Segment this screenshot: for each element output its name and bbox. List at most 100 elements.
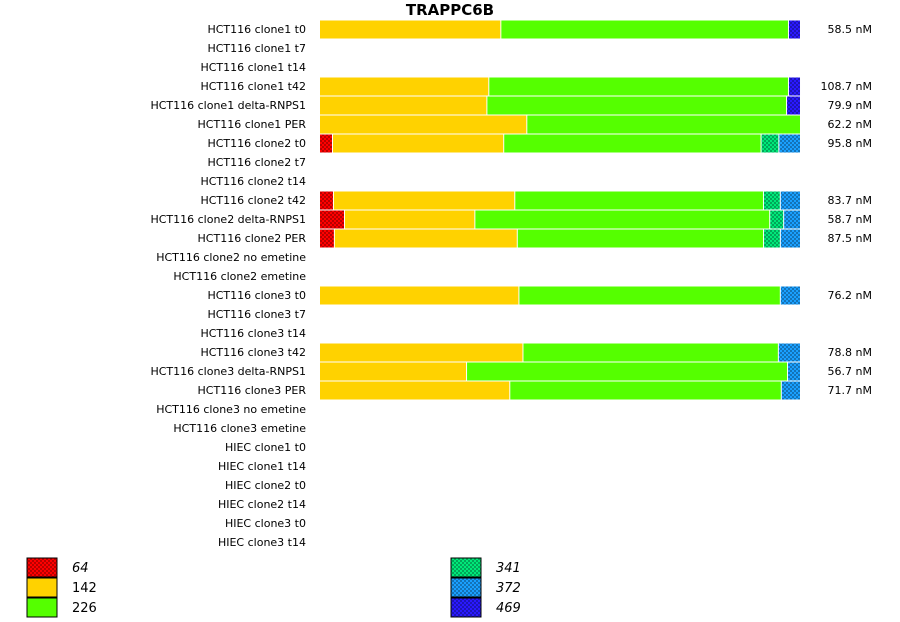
bar-segment-64 xyxy=(320,210,345,229)
rows-layer: HCT116 clone1 t0 58.5 nM HCT116 clone1 t7 H… xyxy=(150,20,872,549)
bar-segment-142 xyxy=(333,191,515,210)
bar-segment-341 xyxy=(764,229,780,248)
bar-segment-226 xyxy=(487,96,787,115)
row-label: HCT116 clone1 t0 xyxy=(207,23,306,36)
bar-segment-372 xyxy=(780,229,800,248)
bar-segment-469 xyxy=(788,20,800,39)
bar-segment-372 xyxy=(788,362,800,381)
legend-item-226: 226 xyxy=(26,597,97,618)
bar-segment-64 xyxy=(320,191,333,210)
bar-segment-142 xyxy=(345,210,475,229)
row-label: HIEC clone1 t0 xyxy=(225,441,306,454)
bar-segment-372 xyxy=(781,381,800,400)
legend-item-469: 469 xyxy=(450,597,521,618)
legend-item-372: 372 xyxy=(450,577,521,598)
bar-segment-64 xyxy=(320,134,332,153)
bar-segment-469 xyxy=(788,77,801,96)
row: HIEC clone1 t14 xyxy=(218,460,306,473)
bar-segment-372 xyxy=(778,343,800,362)
concentration-label: 79.9 nM xyxy=(828,99,872,112)
bar-segment-372 xyxy=(780,191,800,210)
bar-segment-226 xyxy=(489,77,788,96)
bar-segment-341 xyxy=(761,134,779,153)
bar-segment-142 xyxy=(320,362,467,381)
bar-segment-226 xyxy=(527,115,800,134)
row-label: HCT116 clone3 delta-RNPS1 xyxy=(150,365,306,378)
legend-label: 372 xyxy=(496,581,521,596)
row-label: HCT116 clone3 t7 xyxy=(207,308,306,321)
bar-segment-226 xyxy=(504,134,761,153)
bar-segment-142 xyxy=(320,96,487,115)
concentration-label: 56.7 nM xyxy=(828,365,872,378)
row: HCT116 clone3 no emetine xyxy=(156,403,306,416)
bar-segment-341 xyxy=(770,210,784,229)
row: HCT116 clone2 PER 87.5 nM xyxy=(198,229,872,248)
concentration-label: 83.7 nM xyxy=(828,194,872,207)
row-label: HCT116 clone1 t42 xyxy=(200,80,306,93)
row: HCT116 clone2 emetine xyxy=(173,270,306,283)
bar-segment-469 xyxy=(787,96,800,115)
bar-segment-226 xyxy=(523,343,778,362)
bar-segment-142 xyxy=(320,20,501,39)
row: HCT116 clone3 t42 78.8 nM xyxy=(200,343,872,362)
row: HIEC clone1 t0 xyxy=(225,441,306,454)
row-label: HCT116 clone1 t7 xyxy=(207,42,306,55)
bar-segment-372 xyxy=(780,286,800,305)
bar-segment-142 xyxy=(320,381,510,400)
row: HCT116 clone1 t7 xyxy=(207,42,306,55)
row-label: HIEC clone3 t14 xyxy=(218,536,306,549)
legend-item-64: 64 xyxy=(26,557,89,578)
bar-segment-226 xyxy=(519,286,780,305)
row-label: HIEC clone2 t0 xyxy=(225,479,306,492)
row-label: HCT116 clone3 t42 xyxy=(200,346,306,359)
row: HIEC clone2 t0 xyxy=(225,479,306,492)
legend-item-341: 341 xyxy=(450,557,521,578)
row: HIEC clone3 t14 xyxy=(218,536,306,549)
row: HCT116 clone1 t14 xyxy=(200,61,306,74)
row: HCT116 clone3 PER 71.7 nM xyxy=(198,381,872,400)
legend-label: 469 xyxy=(496,601,521,616)
legend-swatch xyxy=(450,577,482,598)
legend: 64 142 226 341 372 469 xyxy=(26,557,521,618)
bar-segment-142 xyxy=(320,286,519,305)
row: HCT116 clone3 t7 xyxy=(207,308,306,321)
row-label: HCT116 clone2 emetine xyxy=(173,270,306,283)
row-label: HIEC clone3 t0 xyxy=(225,517,306,530)
row: HCT116 clone3 t14 xyxy=(200,327,306,340)
row: HIEC clone2 t14 xyxy=(218,498,306,511)
row-label: HCT116 clone1 PER xyxy=(198,118,307,131)
bar-segment-372 xyxy=(784,210,800,229)
row: HCT116 clone1 t0 58.5 nM xyxy=(207,20,872,39)
concentration-label: 78.8 nM xyxy=(828,346,872,359)
row: HCT116 clone2 delta-RNPS1 58.7 nM xyxy=(150,210,872,229)
bar-segment-226 xyxy=(510,381,781,400)
legend-label: 142 xyxy=(72,581,97,596)
row: HIEC clone3 t0 xyxy=(225,517,306,530)
row: HCT116 clone1 delta-RNPS1 79.9 nM xyxy=(150,96,872,115)
legend-swatch xyxy=(450,597,482,618)
row: HCT116 clone3 emetine xyxy=(173,422,306,435)
concentration-label: 108.7 nM xyxy=(821,80,872,93)
bar-segment-142 xyxy=(320,343,523,362)
row: HCT116 clone3 delta-RNPS1 56.7 nM xyxy=(150,362,872,381)
row-label: HIEC clone2 t14 xyxy=(218,498,306,511)
row: HCT116 clone2 t0 95.8 nM xyxy=(207,134,872,153)
bar-segment-142 xyxy=(320,77,489,96)
row-label: HCT116 clone2 delta-RNPS1 xyxy=(150,213,306,226)
row-label: HCT116 clone2 t14 xyxy=(200,175,306,188)
row-label: HCT116 clone1 t14 xyxy=(200,61,306,74)
concentration-label: 58.7 nM xyxy=(828,213,872,226)
concentration-label: 95.8 nM xyxy=(828,137,872,150)
row-label: HCT116 clone2 t0 xyxy=(207,137,306,150)
bar-segment-64 xyxy=(320,229,334,248)
bar-segment-226 xyxy=(501,20,788,39)
bar-segment-226 xyxy=(467,362,788,381)
row: HCT116 clone1 t42 108.7 nM xyxy=(200,77,872,96)
bar-segment-142 xyxy=(320,115,527,134)
bar-segment-341 xyxy=(763,191,780,210)
legend-label: 341 xyxy=(496,561,521,576)
row-label: HCT116 clone3 PER xyxy=(198,384,307,397)
concentration-label: 62.2 nM xyxy=(828,118,872,131)
bar-segment-226 xyxy=(517,229,764,248)
row-label: HCT116 clone3 no emetine xyxy=(156,403,306,416)
